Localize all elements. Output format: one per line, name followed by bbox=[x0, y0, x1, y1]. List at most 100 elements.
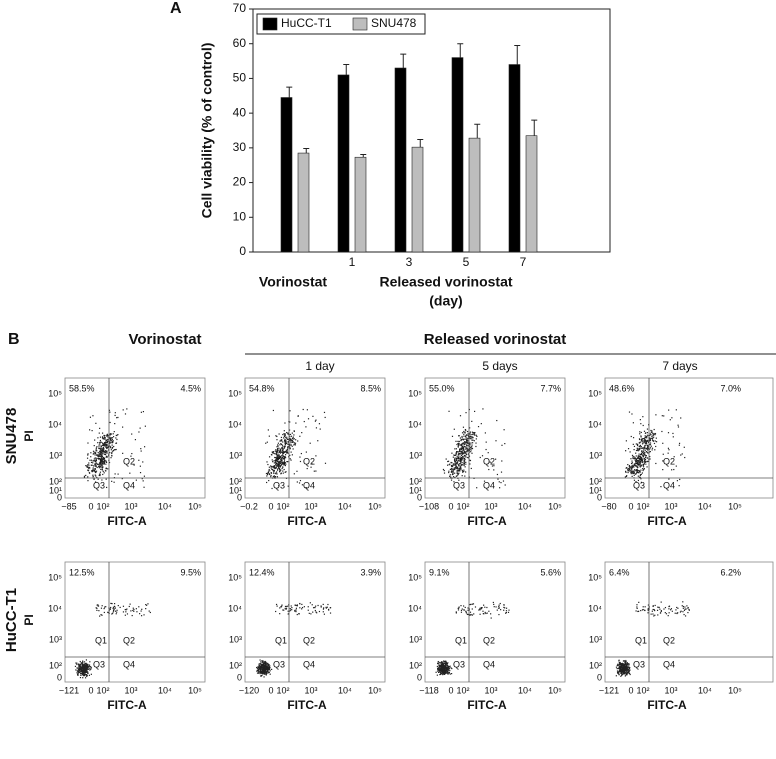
y-tick-label: 10⁴ bbox=[588, 603, 602, 613]
event-dot bbox=[268, 668, 270, 670]
quadrant-percent: 8.5% bbox=[360, 383, 381, 393]
event-dot bbox=[299, 602, 301, 605]
event-dot bbox=[464, 438, 466, 440]
event-dot bbox=[89, 429, 91, 431]
event-dot bbox=[283, 464, 285, 466]
event-dot bbox=[472, 433, 474, 435]
event-dot bbox=[100, 445, 102, 447]
event-dot bbox=[457, 469, 459, 471]
event-dot bbox=[126, 613, 129, 615]
event-dot bbox=[84, 673, 87, 675]
quadrant-label: Q4 bbox=[123, 480, 135, 490]
event-dot bbox=[626, 670, 628, 672]
event-dot bbox=[455, 475, 457, 477]
event-dot bbox=[640, 469, 642, 471]
event-dot bbox=[659, 612, 662, 614]
event-dot bbox=[640, 458, 642, 461]
event-dot bbox=[630, 471, 632, 474]
event-dot bbox=[100, 456, 102, 458]
event-dot bbox=[99, 473, 101, 475]
event-dot bbox=[112, 441, 114, 443]
event-dot bbox=[488, 468, 490, 471]
event-dot bbox=[83, 669, 85, 671]
event-dot bbox=[276, 451, 279, 453]
event-dot bbox=[98, 463, 100, 466]
plot-frame bbox=[64, 561, 206, 683]
event-dot bbox=[265, 481, 268, 484]
y-tick-label: 10² bbox=[409, 660, 422, 670]
event-dot bbox=[314, 606, 316, 609]
event-dot bbox=[436, 670, 439, 672]
event-dot bbox=[268, 479, 270, 482]
event-dot bbox=[294, 609, 296, 612]
event-dot bbox=[638, 442, 640, 444]
event-dot bbox=[640, 473, 642, 475]
event-dot bbox=[109, 421, 111, 424]
event-dot bbox=[634, 473, 637, 475]
event-dot bbox=[486, 612, 488, 614]
event-dot bbox=[272, 461, 274, 463]
event-dot bbox=[445, 664, 447, 666]
event-dot bbox=[101, 464, 103, 466]
event-dot bbox=[464, 432, 466, 434]
event-dot bbox=[468, 450, 471, 452]
event-dot bbox=[105, 446, 107, 448]
error-bar bbox=[303, 148, 310, 154]
event-dot bbox=[96, 450, 98, 452]
event-dot bbox=[468, 443, 471, 445]
event-dot bbox=[102, 470, 104, 472]
event-dot bbox=[284, 445, 286, 447]
event-dot bbox=[99, 450, 101, 452]
event-dot bbox=[645, 450, 648, 453]
event-dot bbox=[447, 668, 450, 670]
event-dot bbox=[641, 447, 643, 450]
event-dot bbox=[266, 475, 268, 477]
event-dot bbox=[438, 661, 440, 664]
event-dot bbox=[451, 473, 454, 476]
event-dot bbox=[97, 466, 100, 468]
event-dot bbox=[91, 464, 93, 466]
event-dot bbox=[470, 467, 472, 470]
event-dot bbox=[617, 663, 619, 665]
event-dot bbox=[622, 673, 624, 675]
event-dot bbox=[683, 613, 685, 616]
event-dot bbox=[620, 671, 622, 673]
event-dot bbox=[636, 465, 638, 467]
event-dot bbox=[678, 485, 680, 487]
legend-label: HuCC-T1 bbox=[281, 16, 332, 30]
event-dot bbox=[284, 605, 287, 608]
event-dot bbox=[466, 438, 468, 440]
event-dot bbox=[654, 614, 656, 616]
event-dot bbox=[470, 438, 472, 440]
event-dot bbox=[452, 472, 454, 474]
event-dot bbox=[139, 427, 141, 429]
quadrant-label: Q1 bbox=[635, 456, 647, 466]
event-dot bbox=[450, 468, 453, 470]
event-dot bbox=[463, 460, 465, 462]
event-dot bbox=[298, 613, 300, 615]
event-dot bbox=[673, 456, 675, 458]
event-dot bbox=[264, 668, 266, 670]
event-dot bbox=[653, 436, 655, 438]
event-dot bbox=[107, 611, 109, 613]
event-dot bbox=[623, 660, 625, 662]
event-dot bbox=[483, 604, 485, 606]
event-dot bbox=[86, 457, 89, 459]
event-dot bbox=[618, 674, 620, 676]
event-dot bbox=[625, 666, 627, 668]
event-dot bbox=[114, 607, 117, 609]
event-dot bbox=[281, 451, 283, 453]
event-dot bbox=[75, 662, 77, 664]
event-dot bbox=[286, 438, 289, 440]
event-dot bbox=[471, 433, 473, 436]
event-dot bbox=[284, 438, 286, 440]
event-dot bbox=[85, 671, 87, 673]
event-dot bbox=[291, 607, 293, 609]
x-tick-label: 10⁴ bbox=[158, 685, 172, 695]
event-dot bbox=[619, 670, 621, 672]
event-dot bbox=[274, 457, 276, 459]
event-dot bbox=[454, 463, 456, 466]
event-dot bbox=[268, 473, 270, 475]
event-dot bbox=[644, 447, 646, 449]
event-dot bbox=[480, 608, 483, 610]
